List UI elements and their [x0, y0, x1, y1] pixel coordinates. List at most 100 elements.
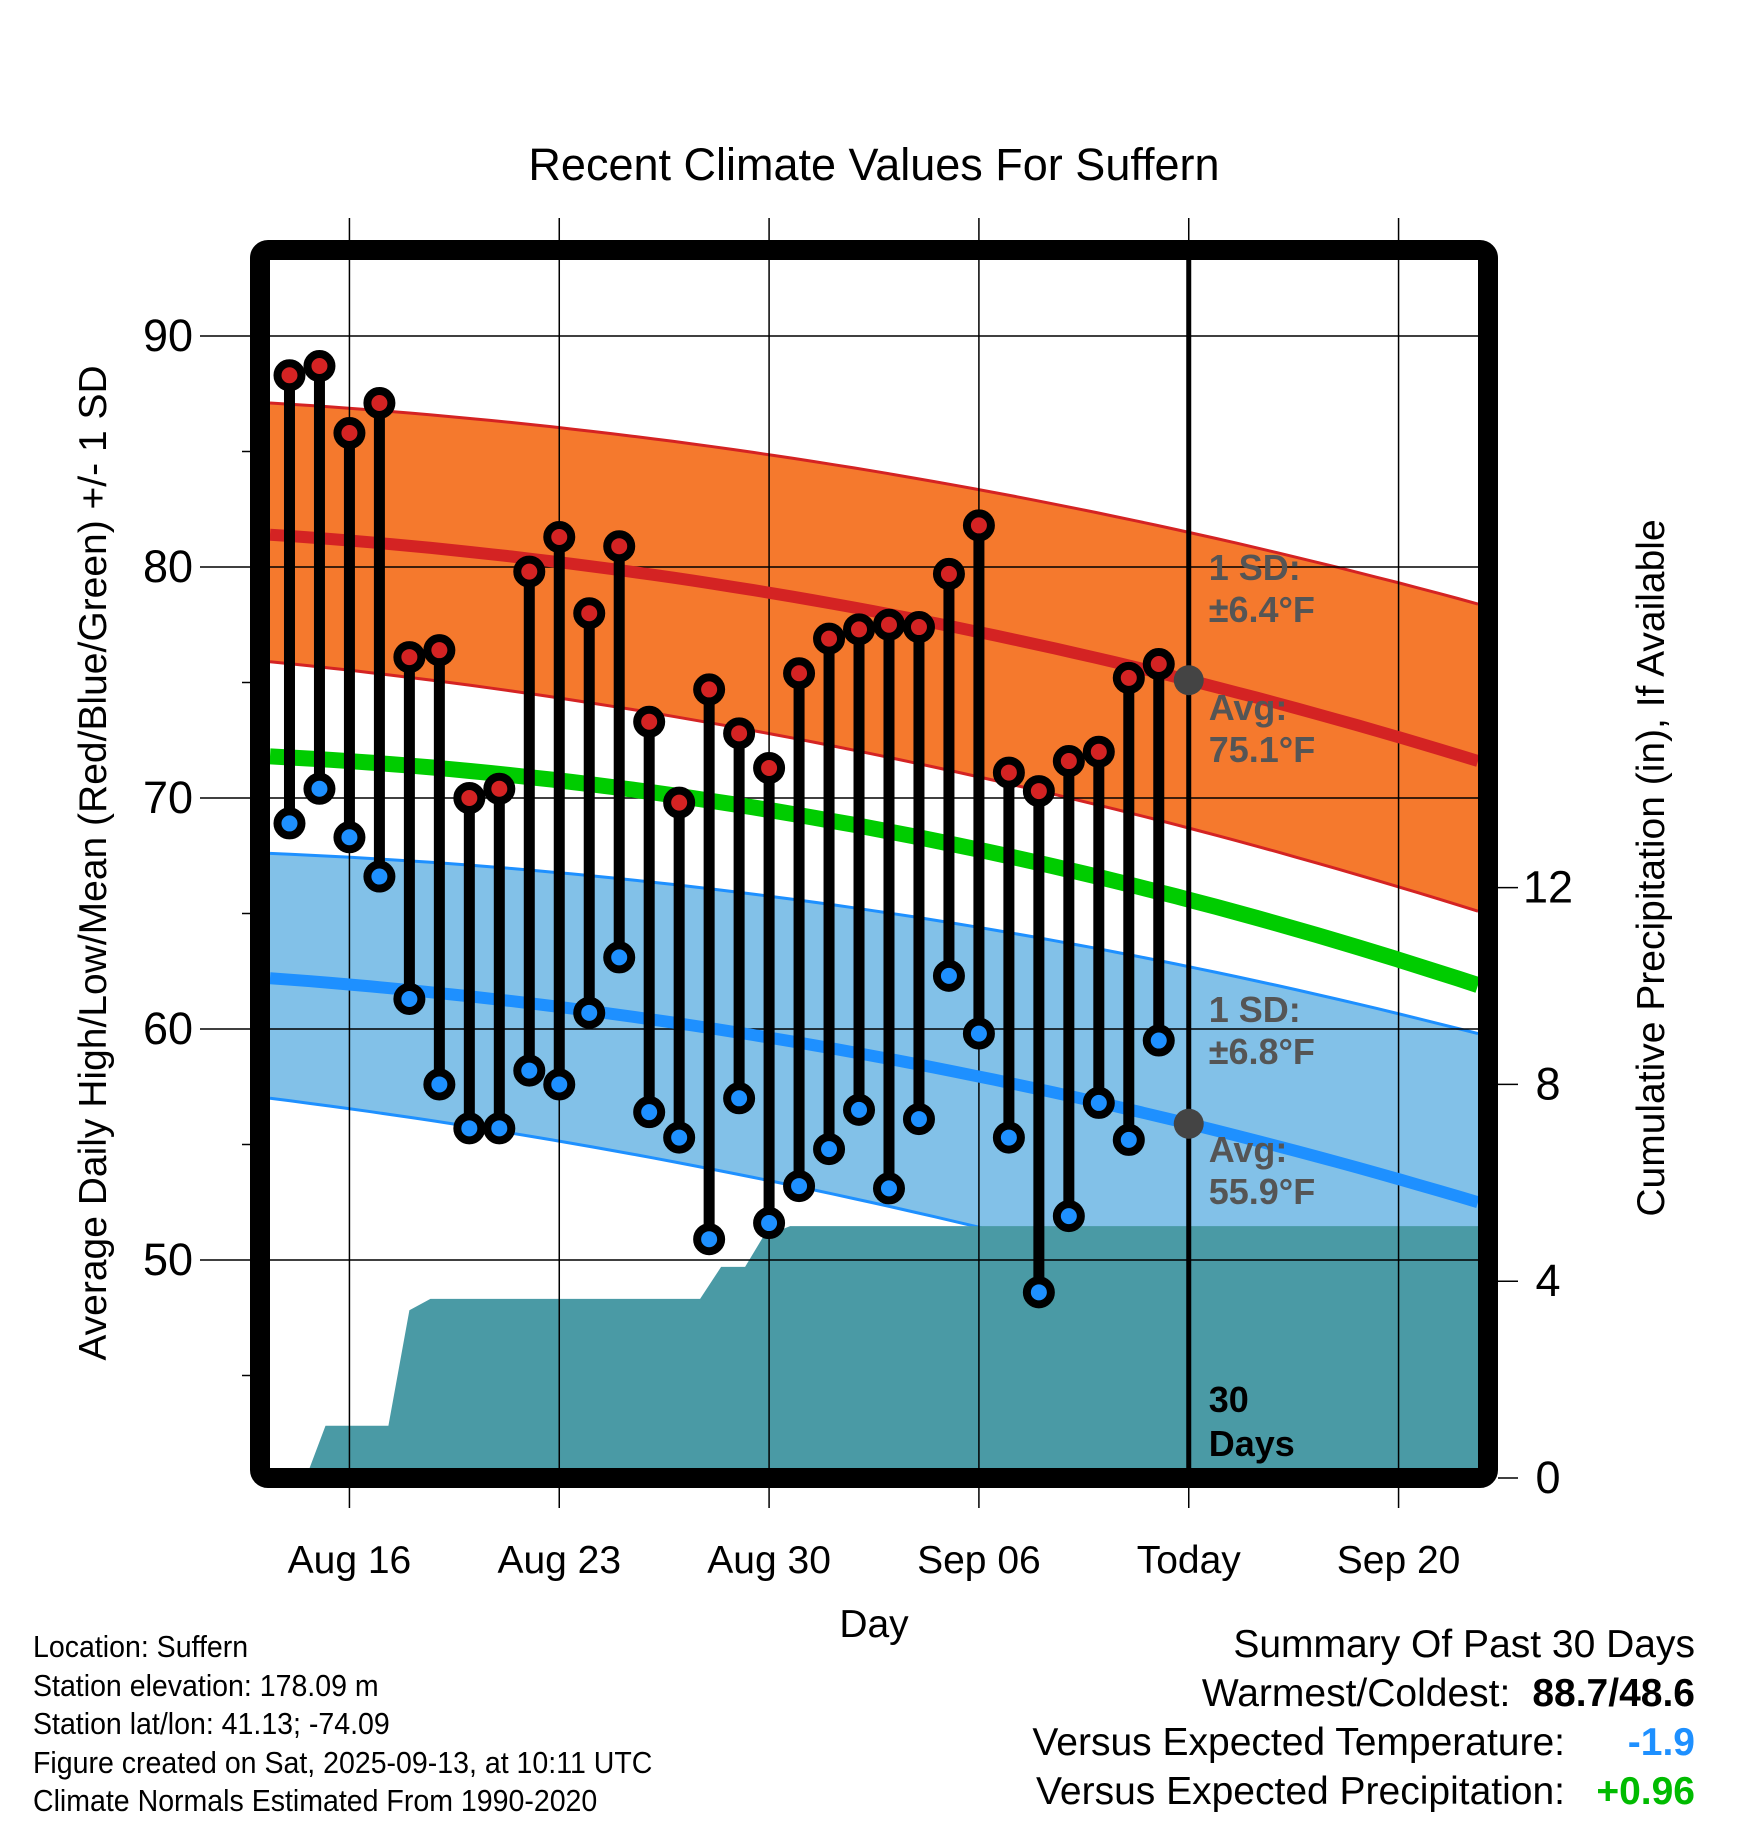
day-stem: [333, 417, 366, 854]
x-tick-label: Aug 16: [288, 1539, 412, 1582]
day-stem: [693, 673, 726, 1256]
low-point: [273, 807, 306, 840]
y-tick-label: 50: [143, 1234, 193, 1285]
precipitation-area: [309, 1226, 1478, 1468]
day-stem: [573, 597, 606, 1029]
high-point: [363, 386, 396, 419]
low-point: [333, 821, 366, 854]
high-point: [543, 520, 576, 553]
day-stem: [783, 657, 816, 1203]
y2-tick-label: 8: [1535, 1058, 1560, 1109]
warmest-label: Warmest/Coldest:: [1201, 1672, 1511, 1715]
day-stem: [483, 772, 516, 1145]
day-stem: [1082, 735, 1115, 1119]
high-point: [723, 717, 756, 750]
today-marker: [1173, 260, 1204, 1468]
low-point: [783, 1170, 816, 1203]
high-point: [813, 622, 846, 655]
x-tick-label: Sep 20: [1337, 1539, 1461, 1582]
day-stem: [992, 756, 1025, 1154]
high-point: [303, 350, 336, 383]
high-upper-edge: [270, 401, 1478, 606]
summary-title: Summary Of Past 30 Days: [1233, 1623, 1695, 1666]
day-stem: [1022, 775, 1055, 1309]
high-point: [573, 597, 606, 630]
days-label: Days: [1209, 1423, 1295, 1464]
created-text: Figure created on Sat, 2025-09-13, at 10…: [33, 1744, 653, 1780]
today-high-avg-dot: [1173, 665, 1204, 696]
temp-label: Versus Expected Temperature:: [1032, 1721, 1565, 1764]
high-point: [843, 613, 876, 646]
location-text: Location: Suffern: [33, 1629, 249, 1664]
high-point: [663, 786, 696, 819]
high-point: [783, 657, 816, 690]
high-point: [872, 608, 905, 641]
low-point: [453, 1112, 486, 1145]
high-point: [1112, 661, 1145, 694]
low-point: [1082, 1086, 1115, 1119]
low-point: [603, 941, 636, 974]
high-point: [453, 782, 486, 814]
low-point: [1142, 1024, 1175, 1057]
summary-precip-row: Versus Expected Precipitation: +0.96: [1032, 1767, 1695, 1816]
low-sd-value: ±6.8°F: [1209, 1031, 1315, 1072]
low-point: [423, 1068, 456, 1101]
day-stem: [663, 786, 696, 1154]
elevation-text: Station elevation: 178.09 m: [33, 1667, 379, 1703]
day-stem: [843, 613, 876, 1126]
high-avg-label: Avg:: [1209, 687, 1288, 728]
day-stem: [902, 611, 935, 1136]
y2-tick-label: 12: [1523, 862, 1573, 913]
station-info: Location: Suffern Station elevation: 178…: [33, 1628, 652, 1821]
low-point: [1022, 1276, 1055, 1309]
low-point: [483, 1112, 516, 1145]
warmest-value: 88.7/48.6: [1532, 1672, 1695, 1715]
day-stem: [1052, 745, 1085, 1233]
y-tick-label: 60: [143, 1003, 193, 1054]
day-stem: [363, 386, 396, 893]
low-point: [753, 1207, 786, 1240]
high-point: [932, 557, 965, 590]
day-stem: [603, 530, 636, 974]
day-stem: [393, 641, 426, 1015]
day-stem: [633, 705, 666, 1129]
high-point: [992, 756, 1025, 789]
high-point: [753, 751, 786, 784]
day-stem: [1112, 661, 1145, 1156]
low-point: [902, 1103, 935, 1136]
y-tick-label: 80: [143, 541, 193, 592]
axes: 90 80 70 60 50 12 8 4 0 Aug 16 Aug 23 Aug 30 Sep 06 T…: [143, 310, 1573, 1582]
summary-temp-row: Versus Expected Temperature: -1.9: [1032, 1718, 1695, 1767]
latlon-text: Station lat/lon: 41.13; -74.09: [33, 1706, 390, 1741]
plot-frame: [250, 240, 1498, 1488]
low-point: [513, 1054, 546, 1087]
day-stem: [753, 751, 786, 1240]
y2-tick-label: 4: [1535, 1255, 1560, 1306]
x-tick-label: Sep 06: [917, 1539, 1041, 1582]
day-stem: [453, 782, 486, 1145]
low-sd-label: 1 SD:: [1209, 989, 1301, 1030]
days-count: 30: [1209, 1379, 1249, 1420]
high-point: [1022, 775, 1055, 808]
temp-value: -1.9: [1627, 1721, 1695, 1764]
x-tick-label: Aug 30: [707, 1539, 831, 1582]
high-point: [1142, 648, 1175, 681]
low-point: [723, 1082, 756, 1115]
high-point: [902, 611, 935, 644]
high-point: [1052, 745, 1085, 778]
day-stem: [1142, 648, 1175, 1057]
day-stem: [423, 634, 456, 1101]
daily-stems: [273, 350, 1175, 1309]
y-axis-label: Average Daily High/Low/Mean (Red/Blue/Gr…: [72, 365, 115, 1360]
high-point: [393, 641, 426, 674]
low-point: [573, 996, 606, 1029]
chart-title: Recent Climate Values For Suffern: [528, 139, 1219, 190]
high-point: [483, 772, 516, 805]
low-point: [843, 1093, 876, 1126]
precip-value: +0.96: [1596, 1770, 1695, 1813]
low-point: [813, 1133, 846, 1166]
day-stem: [273, 359, 306, 840]
low-point: [363, 860, 396, 893]
